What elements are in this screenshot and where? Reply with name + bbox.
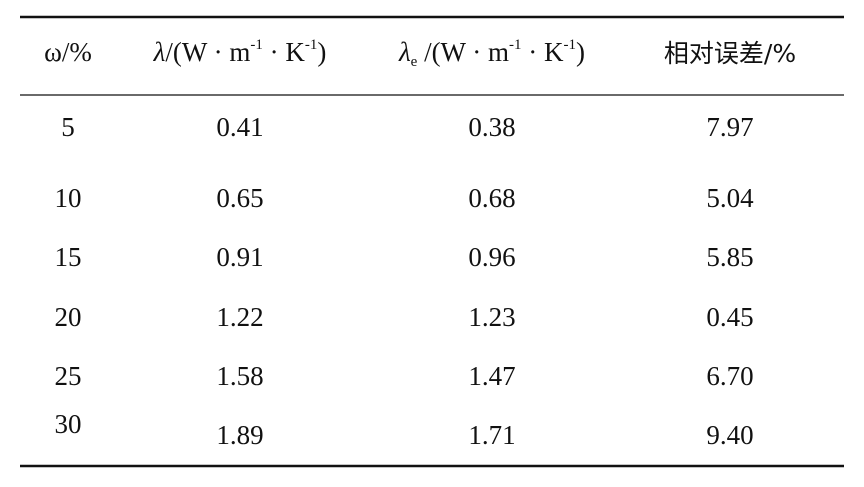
table-cell: 5.04	[706, 183, 754, 213]
header-text: 相对误差/%	[664, 39, 796, 68]
table-cell: 1.22	[216, 302, 263, 332]
header-text: )	[576, 37, 585, 67]
table-cell: 25	[55, 361, 82, 391]
table-cell: 30	[55, 409, 82, 439]
table-cell: 9.40	[706, 420, 753, 450]
header-text: · K	[522, 37, 564, 67]
table-cell: 10	[55, 183, 82, 213]
table-cell: 1.71	[468, 420, 515, 450]
header-cell: λe /(W · m-1 · K-1)	[398, 37, 585, 70]
header-text: -1	[250, 37, 263, 53]
table-cell: 1.89	[216, 420, 263, 450]
header-text: /(W · m	[165, 37, 250, 67]
table-cell: 0.41	[216, 112, 263, 142]
header-text: -1	[509, 37, 522, 53]
header-text: · K	[263, 37, 305, 67]
header-text: /(W · m	[417, 37, 509, 67]
table-cell: 1.23	[468, 302, 515, 332]
header-text: λ	[398, 37, 411, 67]
header-text: )	[317, 37, 326, 67]
table-cell: 6.70	[706, 361, 753, 391]
table-cell: 5.85	[706, 242, 753, 272]
table-cell: 0.96	[468, 242, 515, 272]
header-text: ω/%	[44, 37, 92, 67]
table-cell: 15	[55, 242, 82, 272]
header-cell: λ/(W · m-1 · K-1)	[153, 37, 327, 67]
header-text: e	[411, 54, 418, 70]
header-text: -1	[305, 37, 318, 53]
table-cell: 0.91	[216, 242, 263, 272]
table-cell: 0.65	[216, 183, 263, 213]
header-cell: ω/%	[44, 37, 92, 67]
table-cell: 0.45	[706, 302, 753, 332]
table-cell: 0.38	[468, 112, 515, 142]
table-cell: 7.97	[706, 112, 753, 142]
table-cell: 0.68	[468, 183, 515, 213]
table-cell: 1.58	[216, 361, 263, 391]
table-cell: 5	[61, 112, 75, 142]
table-cell: 20	[55, 302, 82, 332]
header-cell: 相对误差/%	[664, 39, 796, 68]
header-text: λ	[153, 37, 166, 67]
header-text: -1	[564, 37, 577, 53]
table-cell: 1.47	[468, 361, 515, 391]
